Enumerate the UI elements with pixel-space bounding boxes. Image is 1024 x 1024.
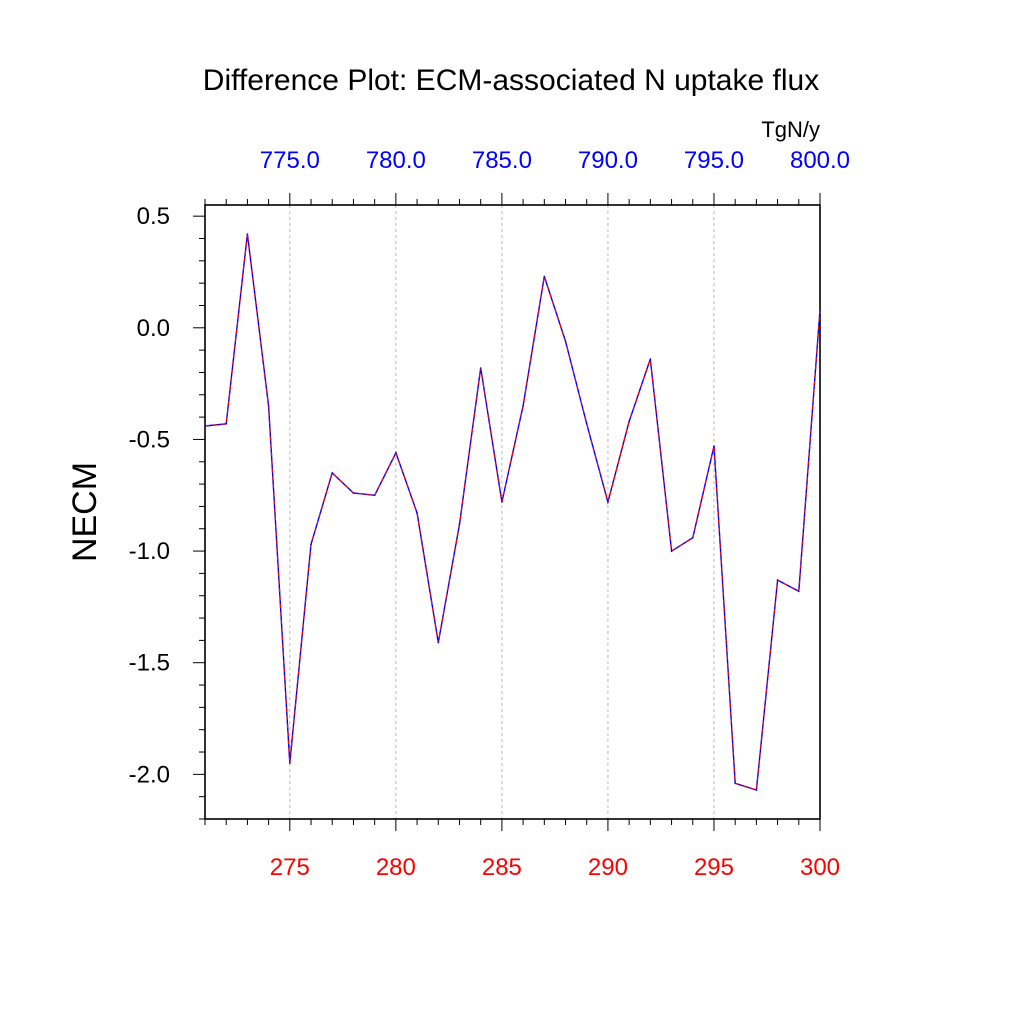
plot-frame — [204, 204, 821, 820]
data-point — [331, 472, 334, 474]
top-tick-label: 800.0 — [790, 147, 850, 174]
tick-marks — [193, 193, 821, 831]
data-point — [522, 405, 524, 407]
top-tick-label: 790.0 — [578, 147, 638, 174]
x-tick-label: 275 — [270, 854, 310, 881]
y-tick-label: -1.5 — [129, 650, 170, 677]
data-point — [670, 550, 673, 552]
top-tick-label: 780.0 — [366, 147, 426, 174]
x-tick-label: 285 — [482, 854, 522, 881]
data-point — [713, 445, 715, 447]
top-tick-label: 785.0 — [472, 147, 532, 174]
data-point — [267, 405, 270, 407]
y-tick-label: -2.0 — [129, 761, 170, 788]
data-point — [310, 543, 312, 546]
data-point — [373, 494, 376, 497]
data-point — [564, 340, 567, 342]
data-point — [734, 782, 736, 785]
series-line-red-dashed — [204, 233, 821, 791]
x-tick-label: 280 — [376, 854, 416, 881]
top-tick-label: 795.0 — [684, 147, 744, 174]
data-point — [607, 501, 609, 503]
data-point — [437, 641, 440, 644]
data-point — [352, 492, 355, 494]
data-point — [628, 420, 630, 423]
grid — [289, 205, 715, 819]
series-line-blue — [204, 233, 821, 791]
data-point — [585, 423, 588, 425]
data-point — [204, 425, 206, 427]
data-point — [819, 309, 821, 311]
data-point — [543, 275, 546, 278]
data-point — [416, 512, 418, 514]
data-series — [204, 233, 821, 791]
axes — [204, 204, 821, 820]
x-tick-label: 290 — [588, 854, 628, 881]
x-tick-label: 300 — [800, 854, 840, 881]
units-label: TgN/y — [761, 117, 820, 142]
data-point — [776, 579, 779, 581]
data-point — [501, 501, 503, 503]
data-point — [797, 590, 800, 593]
data-point — [395, 452, 397, 454]
data-point — [479, 367, 482, 369]
data-point — [289, 762, 291, 764]
chart-title: Difference Plot: ECM-associated N uptake… — [203, 64, 819, 97]
data-point — [755, 789, 758, 791]
data-point — [246, 233, 249, 235]
top-tick-label: 775.0 — [260, 147, 320, 174]
y-axis-label: NECM — [66, 462, 104, 562]
y-tick-label: -1.0 — [129, 538, 170, 565]
y-tick-label: 0.5 — [137, 203, 170, 230]
tick-labels: 275 280 285 290 295 300 775.0 780.0 785.0 790.0 79… — [129, 147, 850, 881]
data-point — [691, 536, 694, 539]
data-point — [225, 423, 228, 425]
data-point — [649, 358, 652, 360]
data-point — [458, 523, 461, 526]
y-tick-label: -0.5 — [129, 426, 170, 453]
x-tick-label: 295 — [694, 854, 734, 881]
y-tick-label: 0.0 — [137, 315, 170, 342]
